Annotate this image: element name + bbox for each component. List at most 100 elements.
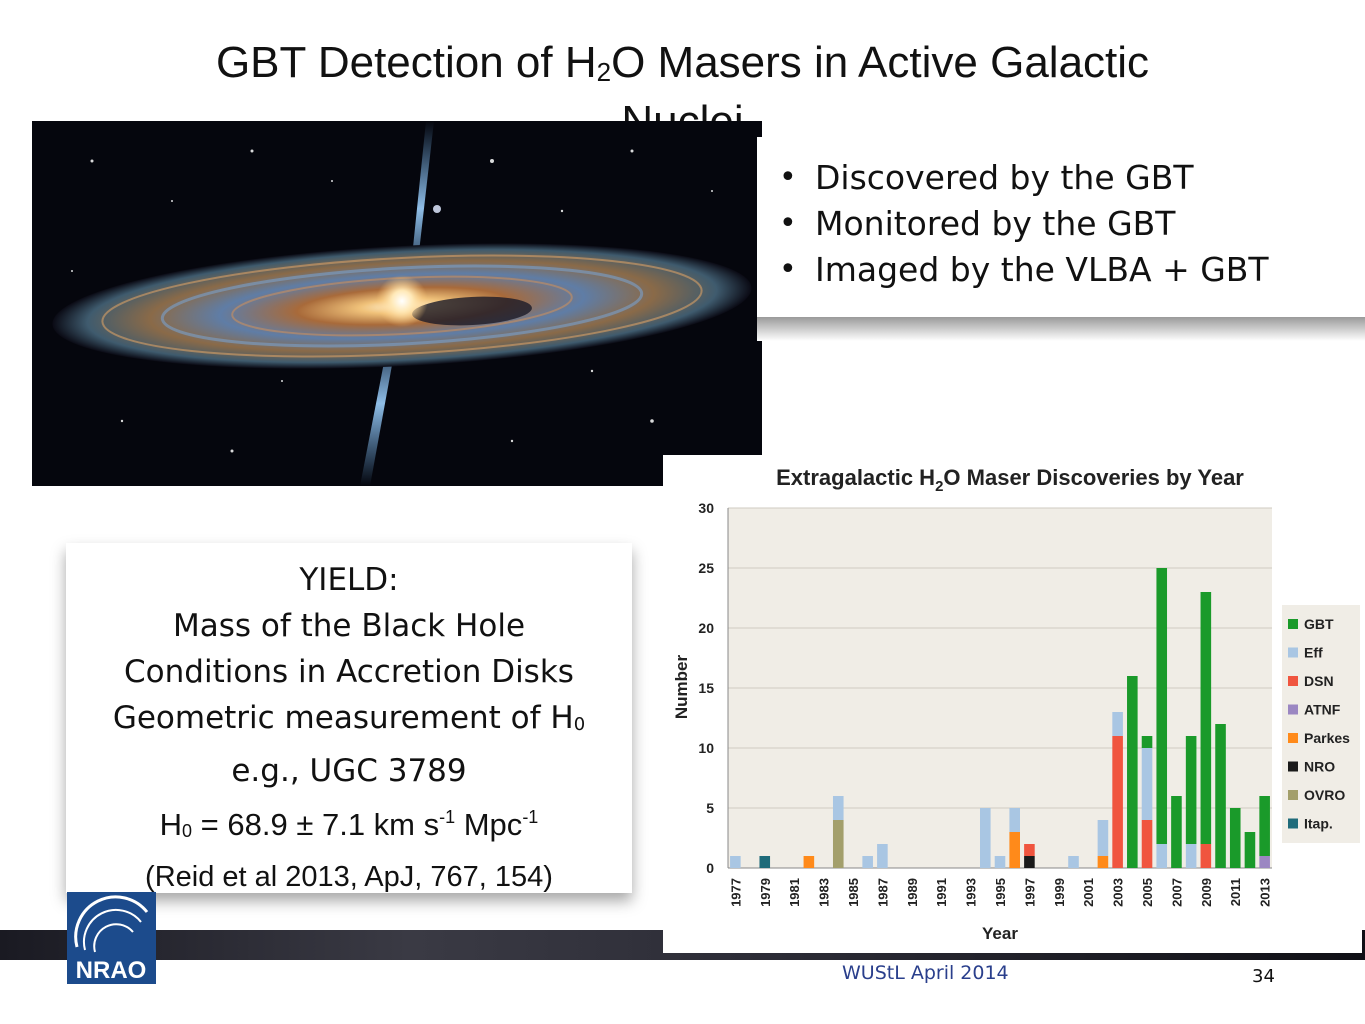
y-axis-label: Number bbox=[672, 655, 691, 720]
title-part2: O Masers in Active Galactic bbox=[611, 38, 1150, 87]
y-tick-label: 5 bbox=[706, 800, 714, 816]
x-tick-label: 1991 bbox=[934, 878, 949, 907]
yield-line-example: e.g., UGC 3789 bbox=[231, 753, 467, 789]
x-tick-label: 2013 bbox=[1258, 878, 1273, 907]
legend-swatch bbox=[1288, 647, 1298, 658]
legend-swatch bbox=[1288, 761, 1298, 772]
yield-line-h0: H0 = 68.9 ± 7.1 km s-1 Mpc-1 bbox=[66, 794, 632, 854]
x-tick-label: 1985 bbox=[846, 878, 861, 907]
maser-discoveries-chart: Extragalactic H2O Maser Discoveries by Y… bbox=[663, 455, 1362, 953]
bar-segment bbox=[1009, 808, 1020, 832]
title-subscript: 2 bbox=[596, 57, 612, 87]
h0-value: = 68.9 ± 7.1 km s bbox=[192, 807, 440, 842]
bar-segment bbox=[1200, 844, 1212, 868]
legend-label: GBT bbox=[1304, 616, 1334, 632]
x-tick-label: 1995 bbox=[993, 878, 1008, 907]
nrao-logo-text: NRAO bbox=[76, 957, 147, 984]
chart-title-b: O Maser Discoveries by Year bbox=[943, 465, 1244, 490]
bullet-list: Discovered by the GBT Monitored by the G… bbox=[757, 155, 1365, 293]
bar-segment bbox=[803, 856, 815, 868]
bar-segment bbox=[877, 844, 888, 868]
x-tick-label: 1999 bbox=[1052, 878, 1067, 907]
yield-heading: YIELD: bbox=[299, 562, 399, 598]
bar-segment bbox=[1185, 844, 1197, 868]
bullet-panel: Discovered by the GBT Monitored by the G… bbox=[757, 137, 1365, 317]
yield-line-conditions: Conditions in Accretion Disks bbox=[124, 654, 574, 690]
nrao-logo: NRAO bbox=[67, 892, 156, 984]
y-tick-label: 10 bbox=[698, 740, 714, 756]
x-tick-label: 1983 bbox=[817, 878, 832, 907]
x-tick-label: 1977 bbox=[728, 878, 743, 907]
x-tick-label: 2011 bbox=[1228, 878, 1243, 906]
bar-segment bbox=[1024, 844, 1035, 856]
x-tick-label: 1989 bbox=[905, 878, 920, 907]
nrao-logo-svg: NRAO bbox=[67, 892, 156, 984]
x-tick-label: 1997 bbox=[1022, 878, 1037, 907]
bar-segment bbox=[730, 856, 741, 868]
footer-text: WUStL April 2014 bbox=[842, 962, 1009, 984]
bar-segment bbox=[1171, 796, 1182, 868]
bullet-item: Imaged by the VLBA + GBT bbox=[779, 247, 1365, 293]
yield-line-geometric: Geometric measurement of H0 bbox=[66, 695, 632, 748]
x-tick-label: 2001 bbox=[1081, 878, 1096, 907]
bar-segment bbox=[1156, 844, 1168, 868]
x-tick-label: 1979 bbox=[758, 878, 773, 907]
bar-segment bbox=[1229, 808, 1241, 868]
legend-swatch bbox=[1288, 818, 1298, 829]
bar-segment bbox=[1097, 856, 1109, 868]
chart-title: Extragalactic H2O Maser Discoveries by Y… bbox=[776, 465, 1244, 495]
bar-segment bbox=[980, 808, 991, 868]
h0-unit: Mpc bbox=[455, 807, 523, 842]
title-part1: GBT Detection of H bbox=[215, 38, 597, 87]
x-tick-label: 2009 bbox=[1199, 878, 1214, 907]
bar-segment bbox=[1141, 820, 1153, 868]
bar-segment bbox=[1200, 592, 1212, 844]
x-tick-label: 2003 bbox=[1111, 878, 1126, 907]
bar-segment bbox=[994, 856, 1006, 868]
y-tick-label: 20 bbox=[698, 620, 714, 636]
legend-swatch bbox=[1288, 619, 1298, 629]
bar-segment bbox=[1068, 856, 1079, 868]
legend-label: DSN bbox=[1304, 673, 1334, 689]
bar-segment bbox=[1215, 724, 1226, 868]
page-number: 34 bbox=[1252, 966, 1275, 987]
bar-segment bbox=[1259, 856, 1270, 868]
bar-segment bbox=[1244, 832, 1256, 868]
y-tick-label: 30 bbox=[698, 500, 714, 516]
chart-svg: Extragalactic H2O Maser Discoveries by Y… bbox=[672, 465, 1360, 943]
chart-title-sub: 2 bbox=[935, 478, 943, 495]
x-tick-label: 2005 bbox=[1140, 878, 1155, 907]
bar-segment bbox=[1097, 820, 1109, 856]
legend-swatch bbox=[1288, 790, 1298, 800]
h0-subscript: 0 bbox=[182, 821, 193, 841]
legend-label: OVRO bbox=[1304, 787, 1345, 803]
legend-swatch bbox=[1288, 733, 1298, 743]
bar-segment bbox=[1112, 736, 1123, 868]
accretion-disk-illustration bbox=[32, 121, 762, 486]
bullet-item: Discovered by the GBT bbox=[779, 155, 1365, 201]
y-tick-label: 25 bbox=[698, 560, 714, 576]
bar-segment bbox=[862, 856, 873, 868]
legend-swatch bbox=[1288, 676, 1298, 686]
legend-label: ATNF bbox=[1304, 702, 1341, 718]
legend-label: Eff bbox=[1304, 645, 1323, 661]
panel-shadow bbox=[757, 317, 1365, 341]
bar-segment bbox=[1141, 736, 1153, 748]
legend-label: Parkes bbox=[1304, 730, 1350, 746]
bar-segment bbox=[759, 856, 771, 868]
x-tick-label: 1993 bbox=[964, 878, 979, 907]
bullet-item: Monitored by the GBT bbox=[779, 201, 1365, 247]
x-tick-label: 1987 bbox=[875, 878, 890, 907]
bar-segment bbox=[1112, 712, 1123, 736]
legend-label: Itap. bbox=[1304, 816, 1333, 832]
bar-segment bbox=[1009, 832, 1020, 868]
legend-swatch bbox=[1288, 704, 1298, 715]
yield-box: YIELD: Mass of the Black Hole Conditions… bbox=[66, 543, 632, 893]
x-tick-label: 2007 bbox=[1169, 878, 1184, 907]
yield-reference: (Reid et al 2013, ApJ, 767, 154) bbox=[145, 861, 553, 893]
h0-symbol: H bbox=[159, 807, 183, 842]
x-tick-label: 1981 bbox=[787, 878, 802, 907]
legend-box bbox=[1282, 605, 1360, 843]
h0-sup2: -1 bbox=[522, 807, 539, 827]
x-axis-label: Year bbox=[982, 924, 1018, 943]
